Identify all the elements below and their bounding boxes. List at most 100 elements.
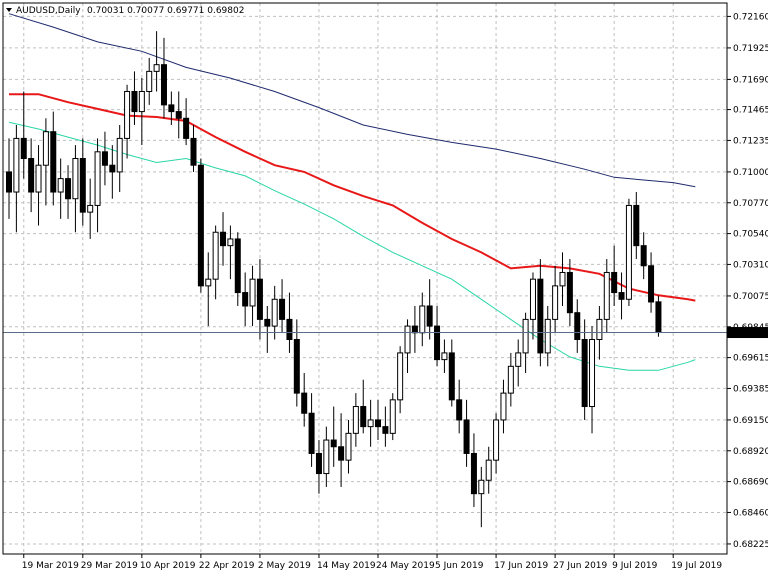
candle[interactable] [146, 57, 153, 105]
candle[interactable] [389, 393, 396, 441]
candle[interactable] [426, 279, 433, 340]
candle[interactable] [50, 111, 57, 206]
triangle-down-icon[interactable] [6, 8, 12, 12]
candle[interactable] [197, 158, 204, 293]
candle[interactable] [6, 138, 12, 219]
candle[interactable] [338, 413, 345, 487]
candle[interactable] [367, 399, 374, 447]
candle[interactable] [345, 419, 352, 474]
candle[interactable] [323, 426, 330, 487]
candle[interactable] [493, 413, 500, 474]
candle[interactable] [131, 71, 138, 125]
candle[interactable] [249, 265, 256, 327]
candle-body [596, 318, 603, 340]
candle-body [301, 392, 308, 414]
candle[interactable] [448, 339, 455, 407]
candle[interactable] [271, 285, 278, 340]
candle[interactable] [456, 379, 463, 434]
candle[interactable] [315, 440, 322, 494]
candle-body [500, 392, 507, 421]
candle[interactable] [42, 118, 49, 206]
candle[interactable] [175, 91, 182, 139]
candle[interactable] [293, 319, 300, 407]
candle[interactable] [397, 346, 404, 414]
candle[interactable] [116, 124, 123, 193]
candle[interactable] [330, 406, 337, 467]
candle[interactable] [360, 379, 367, 434]
candle[interactable] [160, 37, 167, 119]
candle-body [456, 399, 463, 421]
candle[interactable] [35, 145, 42, 226]
candle[interactable] [648, 252, 655, 313]
candle-body [138, 90, 145, 113]
candle[interactable] [65, 165, 72, 219]
candle[interactable] [101, 131, 108, 186]
candle[interactable] [212, 225, 219, 300]
candle[interactable] [190, 124, 197, 172]
candle[interactable] [618, 272, 625, 320]
time-axis[interactable]: 19 Mar 2019 29 Mar 2019 10 Apr 2019 22 Apr … [22, 554, 723, 571]
candle[interactable] [434, 305, 441, 367]
candle[interactable] [20, 91, 27, 179]
candle[interactable] [234, 232, 241, 306]
candle[interactable] [640, 232, 647, 280]
candle[interactable] [441, 339, 448, 374]
symbol-label: AUDUSD,Daily [16, 6, 81, 16]
candles[interactable] [6, 31, 662, 528]
candle[interactable] [559, 252, 566, 306]
candle[interactable] [522, 312, 529, 374]
candle-body [57, 178, 64, 193]
candle[interactable] [28, 138, 35, 213]
candle[interactable] [581, 319, 588, 420]
candle[interactable] [242, 272, 249, 327]
candle[interactable] [153, 31, 160, 92]
candle[interactable] [485, 446, 492, 494]
candle[interactable] [382, 406, 389, 447]
candle[interactable] [168, 91, 175, 125]
candle[interactable] [404, 319, 411, 374]
candle[interactable] [279, 279, 286, 333]
candle[interactable] [256, 259, 263, 340]
candle[interactable] [286, 292, 293, 353]
candle[interactable] [375, 399, 381, 441]
candle-body [338, 446, 345, 461]
candle[interactable] [589, 326, 596, 434]
candle[interactable] [308, 393, 315, 467]
candle[interactable] [507, 352, 514, 407]
candle[interactable] [537, 259, 544, 367]
candle[interactable] [13, 124, 20, 233]
candle[interactable] [138, 78, 145, 146]
candle[interactable] [352, 393, 359, 447]
candle[interactable] [633, 192, 640, 260]
candle[interactable] [124, 84, 131, 159]
candle[interactable] [109, 145, 116, 199]
candle[interactable] [566, 259, 573, 327]
candle[interactable] [574, 299, 581, 353]
candle[interactable] [463, 399, 470, 467]
candle[interactable] [552, 265, 559, 333]
candle[interactable] [625, 198, 632, 306]
candle[interactable] [470, 433, 477, 508]
candle[interactable] [515, 339, 522, 387]
candle[interactable] [72, 145, 79, 233]
candle[interactable] [611, 245, 618, 306]
candle[interactable] [220, 212, 227, 266]
candle[interactable] [301, 373, 308, 427]
candle[interactable] [529, 272, 536, 340]
price-axis[interactable]: 0.72160 0.71925 0.71690 0.71465 0.71235 0.710… [727, 12, 768, 550]
candle[interactable] [87, 178, 94, 239]
candle[interactable] [264, 305, 271, 353]
candle[interactable] [544, 305, 551, 367]
candle-body [441, 352, 448, 361]
candle[interactable] [205, 252, 212, 327]
candle[interactable] [183, 98, 190, 146]
candle[interactable] [655, 295, 662, 337]
candle[interactable] [500, 379, 507, 434]
candle[interactable] [57, 158, 64, 219]
candle[interactable] [79, 138, 86, 226]
candle[interactable] [478, 466, 485, 528]
candle[interactable] [227, 225, 234, 280]
candle[interactable] [603, 259, 610, 333]
candle[interactable] [94, 138, 101, 233]
